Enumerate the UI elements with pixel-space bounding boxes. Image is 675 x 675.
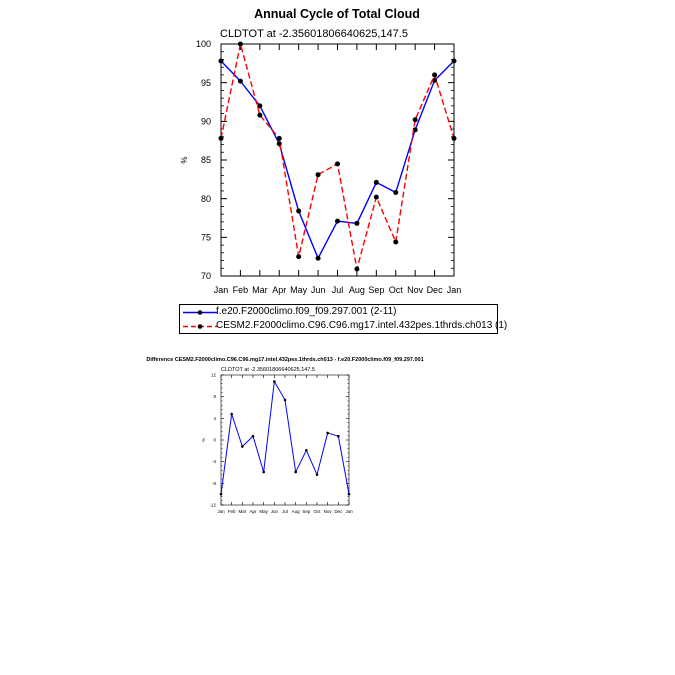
x-tick-label: Jan [447, 285, 462, 295]
series-2-point [218, 135, 224, 141]
series-2-point [276, 135, 282, 141]
series-2-point [373, 194, 379, 200]
plot-frame [220, 43, 455, 277]
main-chart-subtitle: CLDTOT at -2.35601806640625,147.5 [220, 28, 408, 40]
series-1-point [373, 179, 379, 185]
x-tick-label: May [290, 285, 308, 295]
legend-entry-control: f.e20.F2000climo.f09_f09.297.001 (2-11) [180, 305, 497, 320]
main-y-axis-label: % [180, 156, 189, 163]
x-tick-label: Jan [214, 285, 229, 295]
x-tick-label: Apr [272, 285, 286, 295]
y-tick-label: 80 [201, 194, 211, 204]
x-tick-label: Mar [252, 285, 268, 295]
y-tick-label: 70 [201, 271, 211, 281]
series-line-1 [220, 60, 455, 259]
series-2-point [237, 41, 243, 47]
legend-swatch-blue-line [183, 310, 217, 315]
series-1-point [296, 208, 302, 214]
series-2-point [257, 112, 263, 118]
series-1-point [315, 255, 321, 261]
series-1-point [237, 78, 243, 84]
legend-swatch-red-dashed-line [183, 324, 217, 329]
x-tick-label: Aug [349, 285, 365, 295]
legend: f.e20.F2000climo.f09_f09.297.001 (2-11) … [179, 304, 507, 334]
series-2-point [412, 117, 418, 123]
y-tick-label: 95 [201, 78, 211, 88]
x-tick-label: Dec [427, 285, 444, 295]
series-line-2 [220, 43, 455, 270]
series-1-point [393, 189, 399, 195]
series-1-point [257, 103, 263, 109]
series-2-point [335, 161, 340, 167]
series-1-point [451, 58, 457, 64]
series-2-point [315, 172, 321, 178]
series-1-point [354, 220, 360, 226]
x-tick-label: Feb [233, 285, 249, 295]
legend-label-control: f.e20.F2000climo.f09_f09.297.001 (2-11) [216, 306, 397, 317]
series-2-point [451, 135, 457, 141]
legend-entry-test: CESM2.F2000climo.C96.C96.mg17.intel.432p… [180, 319, 507, 334]
y-tick-label: 100 [196, 39, 211, 49]
x-tick-label: Nov [407, 285, 424, 295]
legend-label-test: CESM2.F2000climo.C96.C96.mg17.intel.432p… [216, 320, 508, 331]
series-2-point [393, 239, 399, 245]
y-tick-label: 75 [201, 232, 211, 242]
x-tick-label: Jul [332, 285, 344, 295]
x-tick-label: Sep [368, 285, 384, 295]
series-2-point [354, 266, 360, 272]
x-tick-label: Jun [311, 285, 326, 295]
series-1-point [335, 218, 340, 224]
y-tick-label: 85 [201, 155, 211, 165]
series-1-point [218, 58, 224, 64]
main-plot-area: 70 75 80 85 90 95 100 Jan Feb Mar Apr May Jun Jul Aug S… [196, 39, 461, 295]
series-2-point [432, 72, 438, 78]
x-tick-label: Oct [389, 285, 404, 295]
y-tick-label: 90 [201, 116, 211, 126]
main-chart-title: Annual Cycle of Total Cloud [254, 7, 420, 21]
series-2-point [296, 254, 302, 260]
